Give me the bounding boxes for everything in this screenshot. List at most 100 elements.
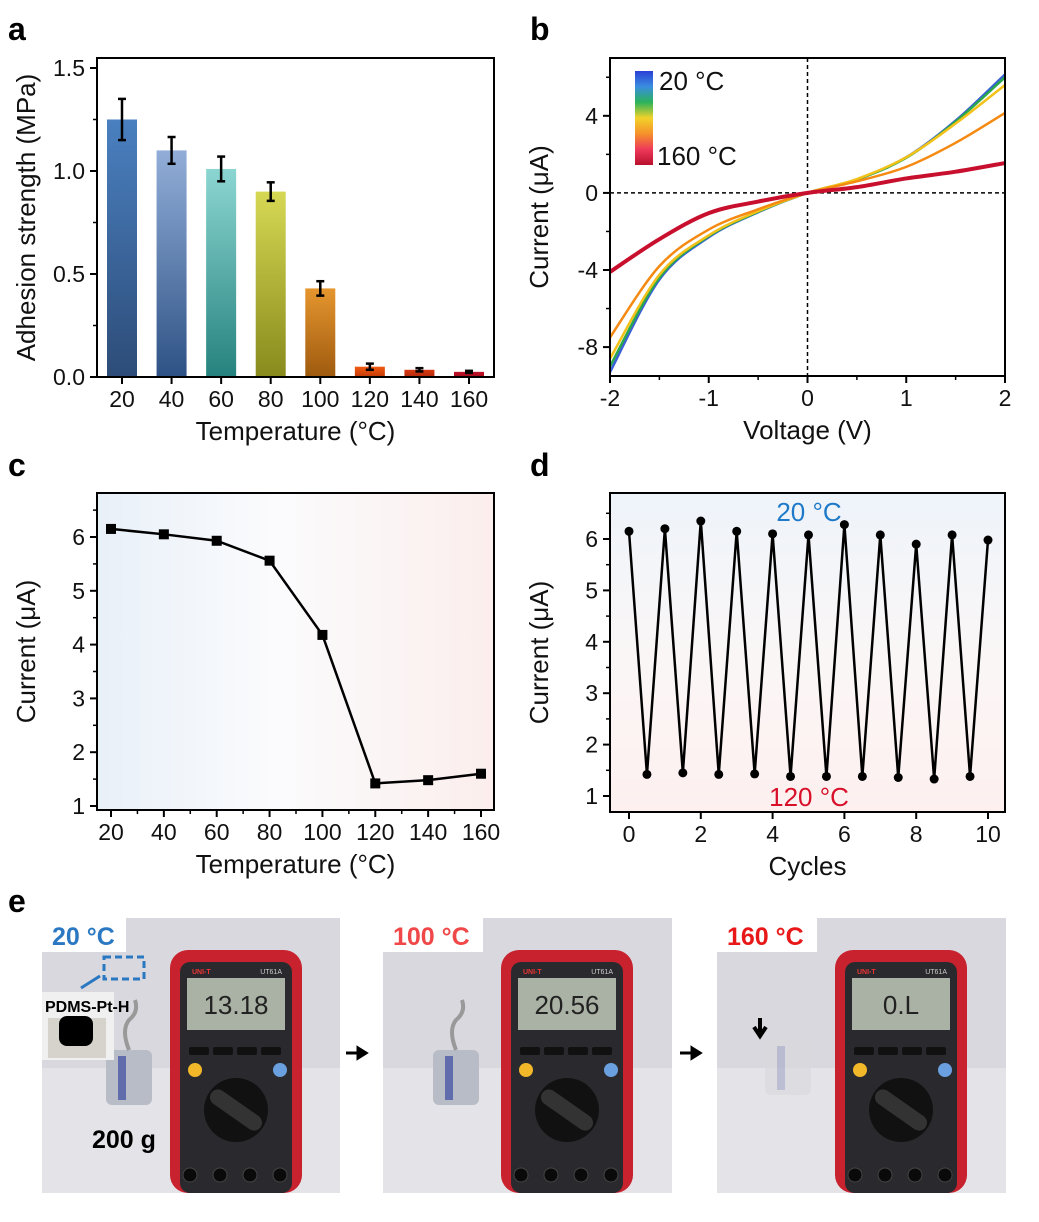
weight-reflection [777, 1046, 785, 1090]
data-point-7.5 [893, 772, 903, 782]
falling-arrow-icon [752, 1018, 768, 1040]
multimeter-button [261, 1047, 281, 1055]
chart-iv-curves: 20 °C 160 °C -8 -4 0 4 -2 -1 0 1 2 Voltage (V) Curre… [524, 57, 1012, 445]
multimeter-display [187, 978, 285, 1030]
bar-100 [305, 288, 336, 377]
multimeter-jack [907, 1167, 923, 1183]
y-tick-label: 5 [72, 578, 85, 604]
data-point-4.5 [786, 771, 796, 781]
multimeter-button [520, 1047, 540, 1055]
x-tick-label: 0 [801, 385, 814, 411]
x-tick-label: 140 [400, 386, 438, 412]
x-tick-label: -1 [699, 385, 719, 411]
multimeter-button [592, 1047, 612, 1055]
weight [433, 1050, 479, 1105]
panel-label-b: b [530, 11, 550, 47]
axes-frame [96, 57, 495, 378]
multimeter-model: UT61A [260, 969, 282, 976]
multimeter-brand: UNI-T [192, 969, 211, 976]
weight-reflection [118, 1056, 126, 1100]
multimeter-display [852, 978, 950, 1030]
multimeter-button [902, 1047, 922, 1055]
multimeter-button [854, 1047, 874, 1055]
bar-40 [156, 150, 187, 377]
bar-120 [354, 366, 385, 377]
weight [765, 1040, 811, 1095]
data-point-5 [804, 530, 813, 540]
multimeter-jack [242, 1167, 258, 1183]
x-tick-label: 60 [204, 819, 230, 845]
x-tick-label: 80 [258, 386, 284, 412]
multimeter-reading: 20.56 [534, 990, 599, 1020]
x-tick-label: 0 [623, 821, 636, 847]
data-point-5.5 [821, 771, 831, 781]
data-point-40 [158, 529, 169, 540]
x-tick-label: 2 [999, 385, 1012, 411]
multimeter-jack [182, 1167, 198, 1183]
data-point-4 [768, 529, 778, 539]
panel-label-c: c [8, 447, 26, 483]
multimeter-jack [877, 1167, 893, 1183]
x-tick-label: 8 [910, 821, 923, 847]
data-point-6.5 [857, 771, 867, 781]
y-tick-label: 4 [72, 632, 85, 658]
temperature-label: 100 °C [393, 923, 470, 951]
data-point-0 [624, 526, 634, 536]
x-tick-label: 60 [208, 386, 234, 412]
colorbar-top-label: 20 °C [659, 66, 724, 96]
bar-20 [107, 119, 137, 377]
y-tick-label: -4 [578, 257, 599, 283]
chart-adhesion-strength: 0.0 0.5 1.0 1.5 20 40 60 80 100 120 140 160 Temperat… [11, 55, 495, 446]
data-point-3 [732, 526, 742, 536]
y-tick-label: 1 [72, 793, 85, 819]
temperature-colorbar [635, 71, 653, 165]
panel-label-a: a [8, 11, 26, 47]
x-tick-label: 40 [159, 386, 185, 412]
data-point-140 [423, 775, 434, 786]
y-axis-label: Adhesion strength (MPa) [11, 74, 41, 362]
panel-label-e: e [8, 883, 26, 919]
y-tick-label: 6 [585, 526, 598, 552]
x-axis-label: Temperature (°C) [196, 849, 396, 879]
multimeter-jack [272, 1167, 288, 1183]
data-point-1.5 [678, 768, 688, 778]
multimeter-blue-button [273, 1063, 287, 1077]
data-line [110, 527, 482, 785]
annotation-120c: 120 °C [769, 782, 849, 812]
multimeter-button [189, 1047, 209, 1055]
x-tick-label: 80 [257, 819, 283, 845]
panel-label-d: d [530, 447, 550, 483]
multimeter-jack [937, 1167, 953, 1183]
y-tick-label: 1 [585, 783, 598, 809]
y-tick-label: 1.0 [53, 158, 85, 184]
y-axis-label: Current (μA) [524, 581, 554, 725]
weight-reflection [445, 1056, 453, 1100]
multimeter-button [568, 1047, 588, 1055]
data-point-100 [317, 629, 328, 640]
multimeter-model: UT61A [591, 969, 613, 976]
photo-2: UNI-T UT61A 20.56 100 °C [383, 918, 672, 1193]
y-tick-label: 3 [585, 680, 598, 706]
sequence-arrow-icon [346, 1045, 369, 1061]
data-point-20 [106, 523, 116, 534]
y-tick-label: -8 [578, 334, 598, 360]
weight-hook [123, 999, 139, 1051]
x-tick-label: 160 [450, 386, 488, 412]
data-point-9 [947, 530, 957, 540]
data-point-2.5 [714, 769, 724, 779]
temperature-label: 160 °C [727, 923, 804, 951]
multimeter-reading: 0.L [883, 990, 919, 1020]
plot-background [97, 493, 494, 810]
bar-80 [255, 191, 286, 377]
y-tick-label: 2 [72, 739, 85, 765]
data-point-7 [875, 530, 885, 540]
photo-3: UNI-T UT61A 0.L 160 °C [717, 918, 1006, 1193]
x-tick-label: 100 [303, 819, 341, 845]
annotation-20c: 20 °C [776, 497, 841, 527]
x-tick-label: 160 [462, 819, 500, 845]
x-tick-label: 20 [109, 386, 135, 412]
bar-140 [404, 369, 435, 377]
chart-current-vs-cycles: 20 °C 120 °C 1 2 3 4 5 6 0 2 4 6 8 10 Cycles Current (μ… [524, 492, 1006, 881]
multimeter-button [237, 1047, 257, 1055]
